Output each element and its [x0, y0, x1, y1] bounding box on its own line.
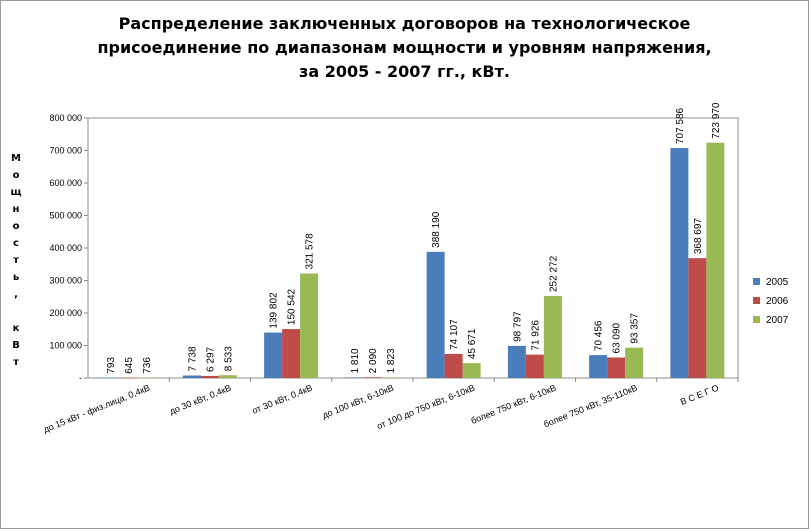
- y-tick-label: 700 000: [49, 146, 82, 156]
- y-axis-label-char: о: [12, 221, 20, 232]
- data-label: 71 926: [530, 320, 541, 351]
- bar-2007: [543, 296, 562, 378]
- y-axis-label-char: к: [12, 323, 20, 334]
- data-label: 6 297: [205, 346, 216, 371]
- bar-2005: [182, 375, 201, 378]
- data-label: 93 357: [630, 313, 641, 344]
- y-tick-label: 600 000: [49, 178, 82, 188]
- bar-2005: [589, 355, 608, 378]
- y-tick-label: 300 000: [49, 276, 82, 286]
- y-axis-label-char: о: [12, 170, 20, 181]
- bar-2006: [363, 377, 382, 378]
- data-label: 388 190: [431, 211, 442, 248]
- data-label: 2 090: [368, 348, 379, 373]
- bar-2006: [688, 258, 707, 378]
- bar-2007: [706, 142, 725, 378]
- y-tick-label: 500 000: [49, 211, 82, 221]
- y-tick-label: 100 000: [49, 341, 82, 351]
- y-axis-label-char: т: [13, 255, 19, 266]
- data-label: 150 542: [287, 288, 298, 325]
- data-label: 707 586: [675, 107, 686, 144]
- y-axis-label-char: В: [12, 340, 20, 351]
- y-tick-label: -: [79, 373, 82, 383]
- y-axis-label-char: н: [12, 204, 20, 215]
- category-label: до 100 кВт, 6-10кВ: [321, 383, 395, 421]
- bar-2005: [507, 345, 526, 378]
- data-label: 74 107: [449, 319, 460, 350]
- legend-label: 2005: [766, 277, 789, 288]
- data-label: 45 671: [467, 328, 478, 359]
- data-label: 7 738: [187, 346, 198, 371]
- bar-2006: [282, 329, 301, 378]
- category-label: от 30 кВт, 0,4кВ: [251, 383, 314, 416]
- y-axis-label-char: ,: [14, 289, 18, 300]
- bar-2005: [426, 251, 445, 378]
- bar-2007: [218, 375, 237, 378]
- bar-2005: [345, 377, 364, 379]
- data-label: 1 823: [386, 348, 397, 373]
- y-axis-label-char: с: [13, 238, 19, 249]
- data-label: 252 272: [548, 255, 559, 292]
- category-label: В С Е Г О: [679, 383, 720, 407]
- bar-2006: [119, 377, 138, 379]
- data-label: 8 533: [223, 346, 234, 371]
- data-label: 793: [106, 357, 117, 374]
- data-label: 723 970: [711, 102, 722, 139]
- legend-label: 2006: [766, 296, 789, 307]
- data-label: 736: [142, 357, 153, 374]
- data-label: 139 802: [269, 292, 280, 329]
- bar-2007: [625, 347, 644, 378]
- bar-2007: [381, 377, 400, 379]
- y-axis-label-char: т: [13, 357, 19, 368]
- data-label: 368 697: [693, 218, 704, 255]
- y-axis-label-char: щ: [10, 187, 22, 198]
- legend-swatch-2006: [753, 297, 760, 304]
- bar-2006: [525, 354, 544, 378]
- data-label: 98 797: [512, 311, 523, 342]
- y-tick-label: 400 000: [49, 243, 82, 253]
- bar-2006: [607, 357, 626, 378]
- bar-2006: [200, 375, 219, 378]
- legend-label: 2007: [766, 315, 789, 326]
- legend-swatch-2005: [753, 278, 760, 285]
- chart-title: Распределение заключенных договоров на т…: [97, 14, 712, 81]
- category-label: до 15 кВт - физ.лица, 0,4кВ: [42, 383, 151, 435]
- bar-2005: [670, 148, 689, 378]
- y-axis-label-char: ь: [12, 272, 20, 283]
- data-label: 645: [124, 357, 135, 374]
- y-tick-label: 800 000: [49, 113, 82, 123]
- data-label: 70 456: [594, 320, 605, 351]
- data-label: 63 090: [612, 322, 623, 353]
- bar-2007: [462, 363, 481, 378]
- legend-swatch-2007: [753, 316, 760, 323]
- category-label: до 30 кВт, 0,4кВ: [168, 383, 232, 417]
- bar-2007: [137, 377, 156, 379]
- data-label: 321 578: [305, 233, 316, 270]
- bar-2005: [101, 377, 120, 379]
- y-tick-label: 200 000: [49, 308, 82, 318]
- data-label: 1 810: [350, 348, 361, 373]
- bar-2005: [264, 332, 283, 378]
- y-axis-label-char: М: [11, 153, 21, 164]
- bar-2006: [444, 353, 463, 378]
- bar-2007: [300, 273, 319, 378]
